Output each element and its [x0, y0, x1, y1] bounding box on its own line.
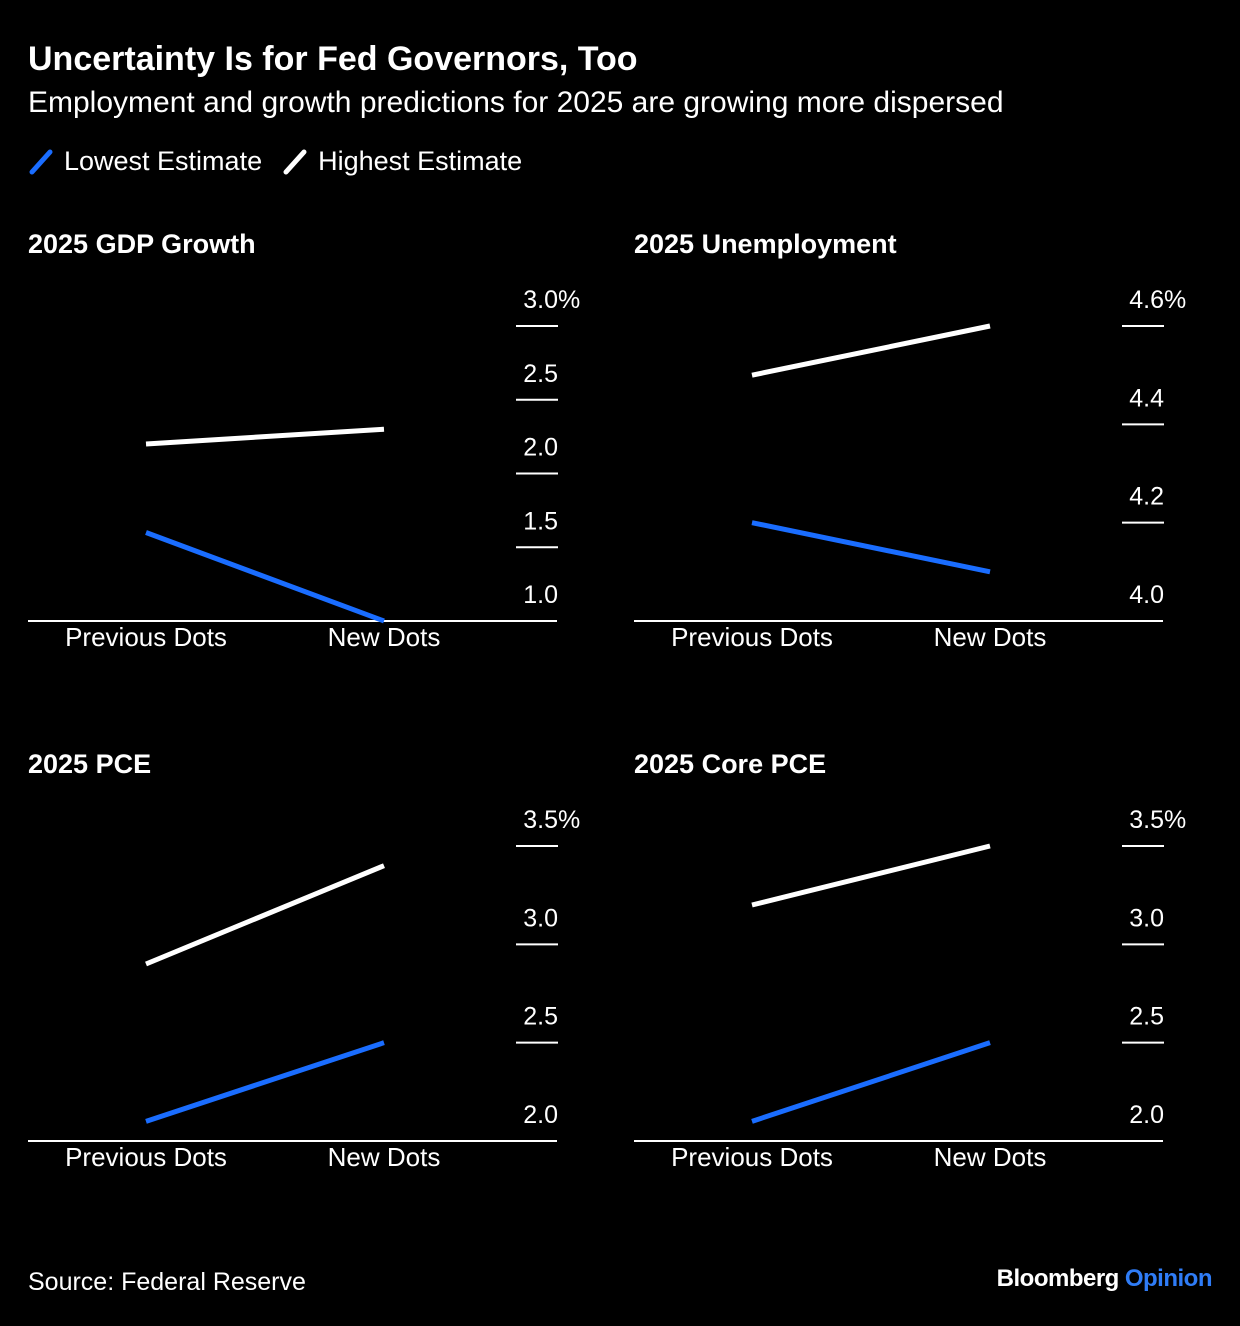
- panel-title: 2025 Core PCE: [634, 749, 826, 779]
- series-line-highest: [145, 426, 385, 447]
- y-tick-label: 2.0: [523, 1101, 558, 1129]
- series-line-highest: [751, 843, 991, 908]
- series-line-highest: [751, 323, 991, 378]
- y-tick-label: 2.5: [523, 360, 558, 388]
- legend-item-high: Highest Estimate: [282, 146, 522, 177]
- x-tick-label: New Dots: [934, 622, 1047, 652]
- y-tick-label: 1.5: [523, 507, 558, 535]
- y-tick-label: 3.5: [1129, 806, 1164, 834]
- y-tick-label: 3.0: [523, 904, 558, 932]
- x-tick-label: New Dots: [328, 622, 441, 652]
- y-tick-label: 2.0: [1129, 1101, 1164, 1129]
- y-tick-label: 3.0: [1129, 904, 1164, 932]
- y-tick-label: 4.0: [1129, 581, 1164, 609]
- x-tick-label: New Dots: [328, 1142, 441, 1172]
- legend-label-high: Highest Estimate: [318, 146, 523, 176]
- y-tick-label: 2.0: [523, 434, 558, 462]
- legend-item-low: Lowest Estimate: [28, 146, 262, 177]
- series-line-highest: [145, 863, 385, 967]
- y-tick-label: 2.5: [1129, 1003, 1164, 1031]
- x-tick-label: Previous Dots: [65, 622, 227, 652]
- y-tick-label: 4.4: [1129, 384, 1164, 412]
- y-tick-unit: %: [558, 806, 580, 834]
- legend: Lowest Estimate Highest Estimate: [28, 146, 542, 177]
- panel-title: 2025 PCE: [28, 749, 151, 779]
- y-tick-label: 1.0: [523, 581, 558, 609]
- x-tick-label: New Dots: [934, 1142, 1047, 1172]
- y-tick-label: 4.2: [1129, 483, 1164, 511]
- panel-title: 2025 Unemployment: [634, 229, 897, 259]
- x-tick-label: Previous Dots: [65, 1142, 227, 1172]
- y-tick-unit: %: [558, 286, 580, 314]
- legend-swatch-low-icon: [29, 149, 53, 174]
- y-tick-unit: %: [1164, 806, 1186, 834]
- y-tick-label: 3.0: [523, 286, 558, 314]
- brand-logo: Bloomberg Opinion: [996, 1265, 1213, 1293]
- panel-title: 2025 GDP Growth: [28, 229, 256, 259]
- source-note: Source: Federal Reserve: [28, 1268, 306, 1296]
- legend-swatch-high-icon: [283, 149, 307, 174]
- brand-main: Bloomberg: [996, 1265, 1120, 1292]
- y-tick-label: 2.5: [523, 1003, 558, 1031]
- y-tick-label: 4.6: [1129, 286, 1164, 314]
- chart-title: Uncertainty Is for Fed Governors, Too: [28, 40, 638, 78]
- series-line-lowest: [751, 1040, 991, 1124]
- series-line-lowest: [145, 1040, 385, 1124]
- series-line-lowest: [145, 530, 385, 624]
- series-line-lowest: [751, 520, 991, 575]
- legend-label-low: Lowest Estimate: [64, 146, 263, 176]
- brand-accent: Opinion: [1124, 1265, 1213, 1292]
- x-tick-label: Previous Dots: [671, 622, 833, 652]
- x-tick-label: Previous Dots: [671, 1142, 833, 1172]
- y-tick-label: 3.5: [523, 806, 558, 834]
- chart-subtitle: Employment and growth predictions for 20…: [28, 86, 1004, 119]
- y-tick-unit: %: [1164, 286, 1186, 314]
